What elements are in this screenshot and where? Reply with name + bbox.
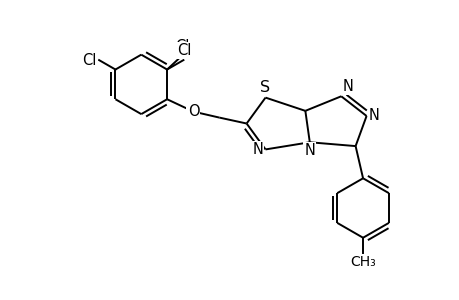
Text: N: N (368, 109, 379, 124)
Text: Cl: Cl (177, 43, 191, 58)
Text: N: N (341, 79, 353, 94)
Text: Cl: Cl (82, 52, 96, 68)
Text: N: N (252, 142, 263, 157)
Text: Cl: Cl (174, 39, 189, 54)
Text: O: O (187, 104, 199, 119)
Text: S: S (260, 80, 270, 95)
Text: CH₃: CH₃ (349, 255, 375, 269)
Text: N: N (304, 143, 314, 158)
